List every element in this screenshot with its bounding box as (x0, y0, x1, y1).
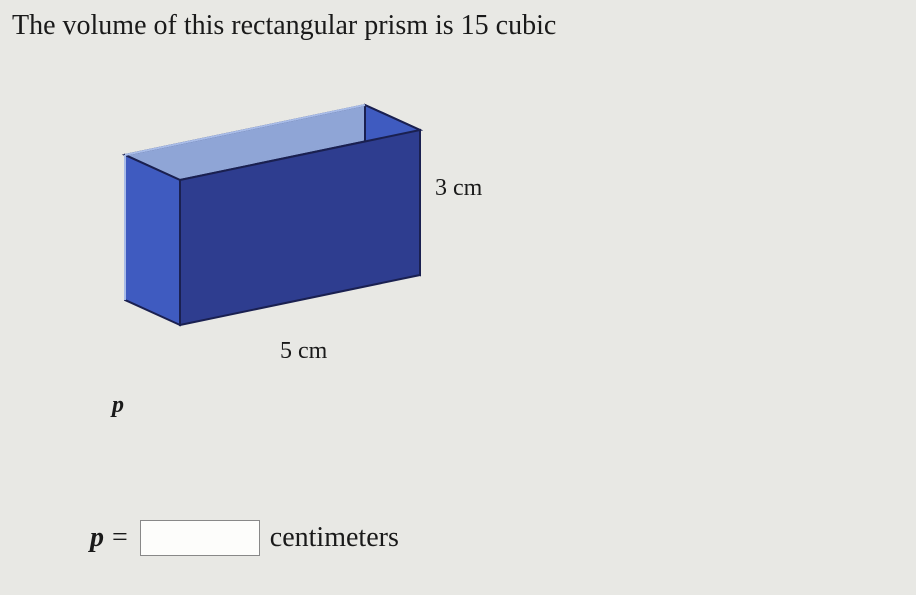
answer-input[interactable] (140, 520, 260, 556)
prism-svg (90, 90, 470, 370)
prism-diagram: 3 cm 5 cm p (90, 90, 510, 420)
length-label: 5 cm (280, 338, 327, 365)
height-label: 3 cm (435, 175, 482, 202)
prism-left-face (125, 155, 180, 325)
answer-variable: p (90, 522, 104, 554)
depth-label: p (112, 392, 124, 419)
answer-unit: centimeters (270, 522, 399, 554)
answer-line: p = centimeters (90, 520, 399, 556)
question-text: The volume of this rectangular prism is … (12, 10, 556, 42)
equals-sign: = (112, 522, 128, 554)
